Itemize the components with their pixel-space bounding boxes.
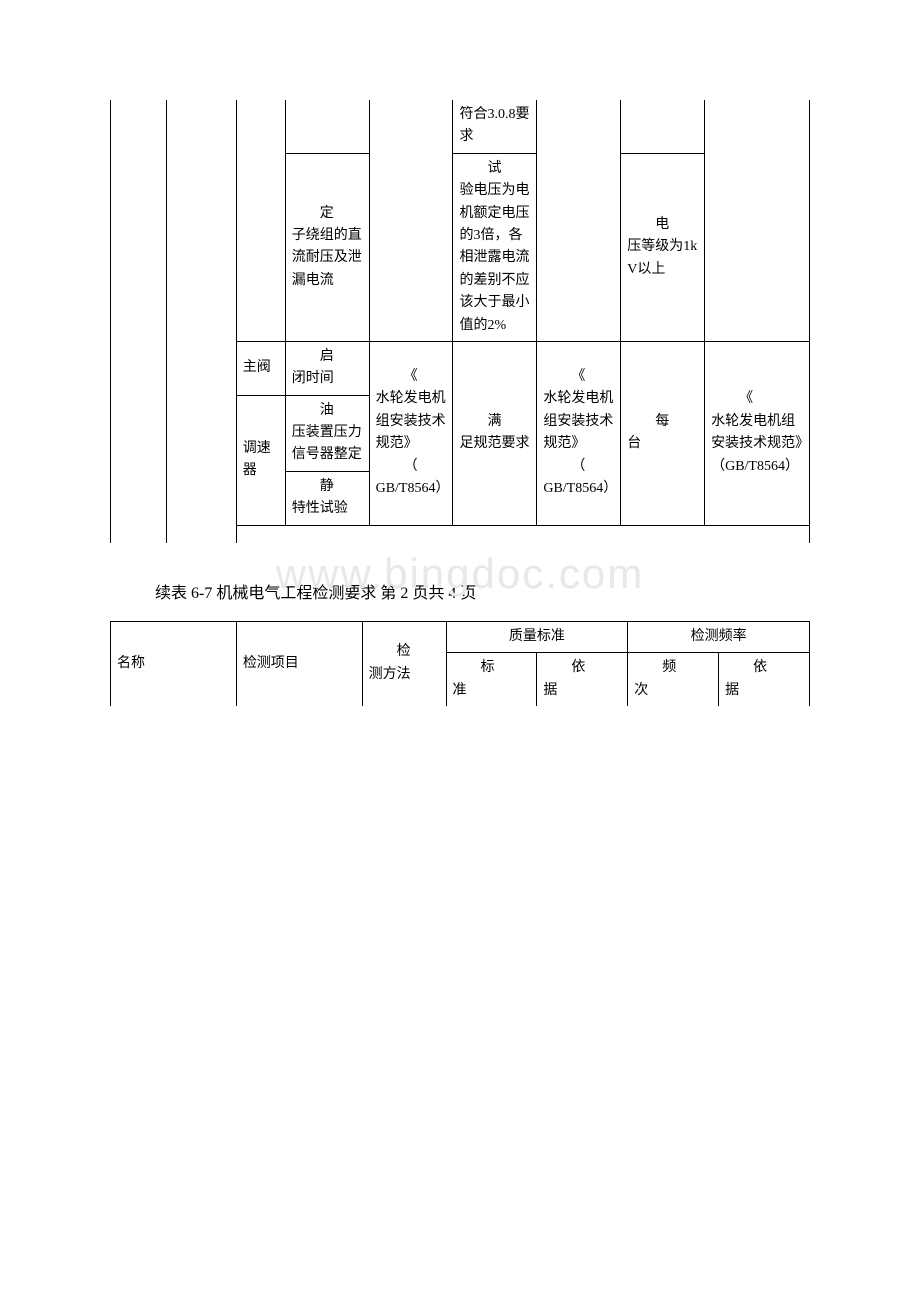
cell-text: 《 — [711, 388, 803, 410]
cell-text: GB/T8564） — [543, 481, 617, 496]
cell-text: 准 — [453, 683, 467, 698]
cell-text: 满 — [459, 411, 530, 433]
cell-text: 油 — [292, 400, 363, 422]
cell: 启闭时间 — [285, 341, 369, 395]
cell-text: 依 — [725, 657, 803, 679]
cell: 《水轮发电机组安装技术规范》 （ GB/T8564） — [537, 341, 621, 525]
cell-blank — [621, 100, 705, 153]
cell: 油压装置压力信号器整定 — [285, 395, 369, 471]
header-cell: 检测项目 — [236, 621, 362, 706]
cell-blank — [705, 100, 810, 341]
cell-text: 水轮发电机组安装技术规范》 — [376, 391, 446, 451]
cell-blank — [111, 100, 167, 543]
cell-blank — [166, 100, 236, 543]
cell-blank — [537, 100, 621, 341]
cell-text: 次 — [634, 683, 648, 698]
cell: 符合3.0.8要求 — [453, 100, 537, 153]
header-cell: 依据 — [537, 653, 628, 706]
cell: 电压等级为1kV以上 — [621, 153, 705, 341]
cell: 试验电压为电机额定电压的3倍，各相泄露电流的差别不应该大于最小值的2% — [453, 153, 537, 341]
cell-text: 频 — [634, 657, 712, 679]
header-cell: 标准 — [446, 653, 537, 706]
cell-text: 测方法 — [369, 667, 411, 682]
cell: 满足规范要求 — [453, 341, 537, 525]
cell-text: （ — [376, 456, 447, 478]
cell-text: 压装置压力信号器整定 — [292, 425, 362, 462]
cell-text: （ — [543, 456, 614, 478]
header-cell: 质量标准 — [446, 621, 628, 652]
cell-text: GB/T8564） — [376, 481, 450, 496]
cell-text: 闭时间 — [292, 371, 334, 386]
header-cell: 检测频率 — [628, 621, 810, 652]
cell-text: 水轮发电机组安装技术规范》 — [543, 391, 613, 451]
table-row: 符合3.0.8要求 — [111, 100, 810, 153]
cell-text: 每 — [627, 411, 698, 433]
table-caption: 续表 6-7 机械电气工程检测要求 第 2 页共 4 页 — [110, 563, 810, 621]
cell: 静特性试验 — [285, 471, 369, 525]
cell-blank — [369, 100, 453, 341]
cell-text: 子绕组的直流耐压及泄漏电流 — [292, 228, 362, 288]
cell-text: 压等级为1kV以上 — [627, 239, 697, 276]
cell-text: 特性试验 — [292, 501, 348, 516]
cell-text: 《 — [543, 366, 614, 388]
cell-text: 依 — [543, 657, 621, 679]
cell-text: 《 — [376, 366, 447, 388]
cell-text: 检 — [369, 641, 440, 663]
cell-text: 试 — [459, 158, 530, 180]
cell-text: 台 — [627, 436, 641, 451]
cell-text: 足规范要求 — [459, 436, 529, 451]
cell-blank — [236, 525, 809, 543]
header-cell: 检测方法 — [362, 621, 446, 706]
cell-blank — [236, 100, 285, 341]
cell: 主阀 — [236, 341, 285, 395]
table-1: 符合3.0.8要求 定子绕组的直流耐压及泄漏电流 试验电压为电机额定电压的3倍，… — [110, 100, 810, 543]
table-2: 名称 检测项目 检测方法 质量标准 检测频率 标准 依据 频次 依据 — [110, 621, 810, 706]
cell-text: 标 — [453, 657, 531, 679]
cell-text: 验电压为电机额定电压的3倍，各相泄露电流的差别不应该大于最小值的2% — [459, 183, 529, 332]
cell-text: 据 — [725, 683, 739, 698]
cell: 《水轮发电机组安装技术规范》 （ GB/T8564） — [369, 341, 453, 525]
cell-text: 据 — [543, 683, 557, 698]
cell-text: 水轮发电机组安装技术规范》（GB/T8564） — [711, 414, 802, 474]
cell: 定子绕组的直流耐压及泄漏电流 — [285, 153, 369, 341]
cell-text: 定 — [292, 203, 363, 225]
cell: 每台 — [621, 341, 705, 525]
cell-blank — [285, 100, 369, 153]
table-row: 名称 检测项目 检测方法 质量标准 检测频率 — [111, 621, 810, 652]
header-cell: 频次 — [628, 653, 719, 706]
cell-text: 静 — [292, 476, 363, 498]
cell: 调速器 — [236, 395, 285, 525]
cell-text: 启 — [292, 346, 363, 368]
cell-text: 电 — [627, 214, 698, 236]
cell: 《水轮发电机组安装技术规范》（GB/T8564） — [705, 341, 810, 525]
header-cell: 名称 — [111, 621, 237, 706]
header-cell: 依据 — [719, 653, 810, 706]
